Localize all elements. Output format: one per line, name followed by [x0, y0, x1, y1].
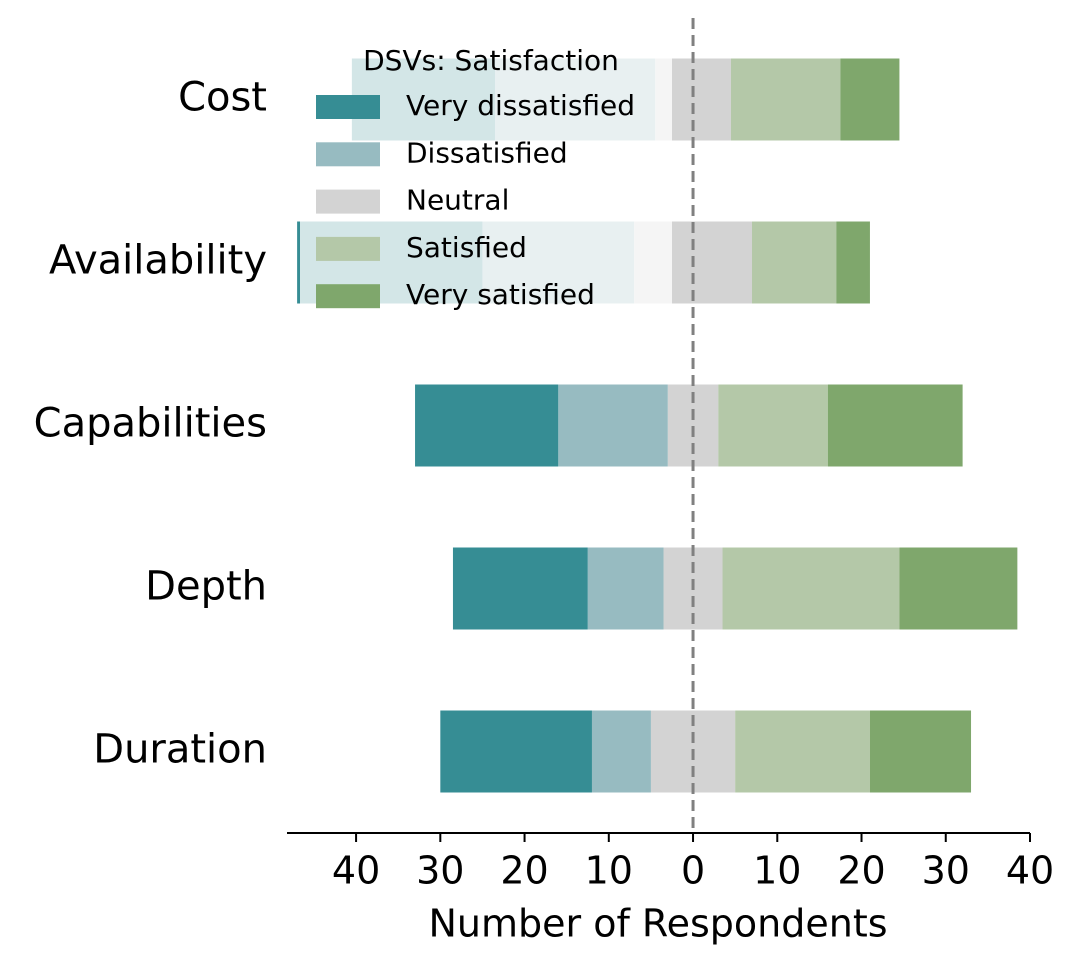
- bar-segment: [587, 547, 664, 630]
- x-tick-label: 10: [753, 849, 801, 893]
- y-tick-label: Capabilities: [34, 401, 267, 447]
- bar-segment: [836, 221, 870, 304]
- x-tick-label: 40: [332, 849, 380, 893]
- legend-label: Satisfied: [406, 231, 527, 264]
- y-tick-label: Depth: [145, 564, 267, 610]
- bar-segment: [722, 547, 900, 630]
- legend-label: Very satisfied: [406, 278, 595, 311]
- legend-swatch: [316, 284, 380, 309]
- legend: DSVs: Satisfaction Very dissatisfied Dissa…: [300, 44, 672, 318]
- x-tick-label: 40: [1006, 849, 1054, 893]
- y-tick-label: Duration: [93, 727, 267, 773]
- bar-segment: [591, 710, 651, 793]
- bar-segment: [869, 710, 972, 793]
- legend-label: Neutral: [406, 184, 509, 217]
- legend-box: [300, 45, 672, 318]
- bar-segment: [415, 384, 559, 467]
- bar-segment: [840, 58, 900, 141]
- bar-segment: [827, 384, 963, 467]
- legend-swatch: [316, 142, 380, 167]
- legend-swatch: [316, 95, 380, 119]
- bar-segment: [440, 710, 592, 793]
- y-tick-label: Cost: [178, 75, 267, 121]
- legend-swatch: [316, 189, 380, 214]
- legend-title: DSVs: Satisfaction: [363, 44, 619, 77]
- x-tick-label: 10: [585, 849, 633, 893]
- x-tick-label: 30: [416, 849, 464, 893]
- x-tick-label: 20: [500, 849, 548, 893]
- bar-segment: [899, 547, 1018, 630]
- y-tick-label: Availability: [49, 238, 267, 284]
- x-tick-label: 20: [837, 849, 885, 893]
- bar-segment: [558, 384, 668, 467]
- bar-segment: [718, 384, 828, 467]
- legend-swatch: [316, 236, 380, 261]
- x-axis-label: Number of Respondents: [428, 902, 887, 946]
- bar-segment: [452, 547, 588, 630]
- legend-label: Very dissatisfied: [406, 89, 635, 122]
- bar-segment: [730, 58, 841, 141]
- x-tick-label: 0: [681, 849, 705, 893]
- x-tick-label: 30: [922, 849, 970, 893]
- legend-label: Dissatisfied: [406, 136, 568, 169]
- bar-segment: [752, 221, 837, 304]
- bar-segment: [735, 710, 870, 793]
